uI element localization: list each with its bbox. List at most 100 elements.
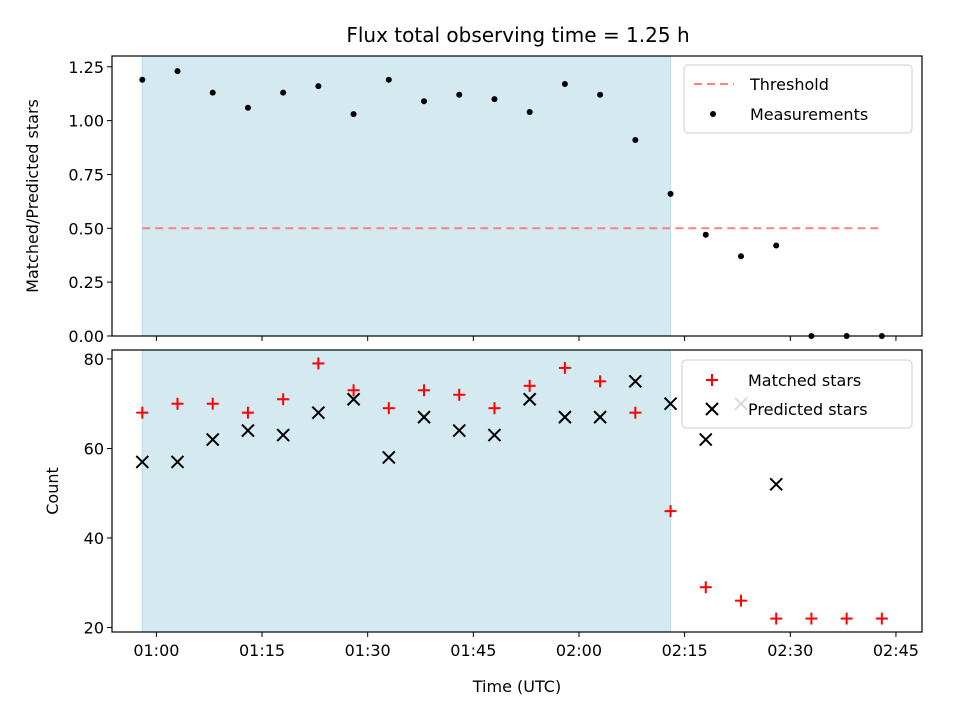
ratio-legend-box <box>683 64 913 134</box>
measurement-point <box>667 190 674 197</box>
measurement-point <box>737 253 744 260</box>
measurement-point <box>526 109 533 115</box>
count-legend-box <box>681 359 913 429</box>
count-legend: Matched stars Predicted stars <box>681 359 913 429</box>
y-tick-label: 80 <box>84 350 104 369</box>
chart-title: Flux total observing time = 1.25 h <box>346 23 689 47</box>
measurement-point <box>773 242 780 249</box>
observing-window-shade-bottom <box>141 349 672 633</box>
measurement-point <box>491 96 498 103</box>
measurement-point <box>174 68 181 75</box>
matched-star-point <box>312 357 325 370</box>
predicted-star-point <box>135 455 149 469</box>
matched-star-point <box>171 397 184 410</box>
y-tick-label: 0.50 <box>68 219 104 238</box>
y-tick-label: 0.75 <box>68 165 104 184</box>
predicted-star-point <box>417 410 431 424</box>
matched-star-point <box>558 361 571 374</box>
ratio-y-ticks: 0.00 0.25 0.50 0.75 1.00 1.25 <box>68 58 112 346</box>
matched-star-point <box>277 393 290 406</box>
ratio-panel-frame <box>111 55 923 337</box>
matched-star-point <box>629 406 642 419</box>
matched-star-point <box>734 594 747 607</box>
legend-measurements-swatch <box>710 111 716 117</box>
predicted-star-point <box>276 428 290 442</box>
count-x-ticks: 01:00 01:15 01:30 01:45 02:00 02:15 02:30 02:45 <box>133 632 919 660</box>
y-tick-label: 1.25 <box>68 58 104 77</box>
legend-plus-marker <box>706 374 718 386</box>
predicted-star-point <box>769 477 783 491</box>
count-y-ticks: 20 40 60 80 <box>84 350 112 638</box>
predicted-star-point <box>170 455 185 469</box>
x-tick-label: 01:00 <box>133 641 179 660</box>
matched-star-point <box>347 384 360 397</box>
x-tick-label: 01:15 <box>239 641 285 660</box>
legend-predicted-label: Predicted stars <box>748 400 868 419</box>
matched-star-point <box>805 612 818 625</box>
matched-star-point <box>664 505 677 518</box>
x-tick-label: 02:30 <box>767 641 813 660</box>
count-panel-frame <box>111 349 923 633</box>
predicted-star-point <box>558 410 572 424</box>
ratio-legend: Threshold Measurements <box>683 64 913 134</box>
measurement-point <box>385 76 392 83</box>
predicted-star-point <box>522 392 537 406</box>
predicted-star-point <box>699 432 713 447</box>
matched-star-point <box>418 384 431 397</box>
measurement-point <box>561 81 568 87</box>
predicted-star-point <box>452 423 466 438</box>
matched-star-point <box>699 581 712 594</box>
matched-star-point <box>840 612 853 625</box>
measurement-point <box>350 111 357 118</box>
predicted-star-point <box>487 428 502 442</box>
predicted-star-point <box>346 392 361 406</box>
matched-star-point <box>488 402 501 415</box>
measurement-point <box>456 91 463 98</box>
y-tick-label: 40 <box>84 529 104 548</box>
matched-star-point <box>206 397 219 410</box>
ratio-y-axis-label: Matched/Predicted stars <box>23 99 42 293</box>
ratio-panel: 0.00 0.25 0.50 0.75 1.00 1.25 Matched/Predict… <box>23 55 923 346</box>
y-tick-label: 0.00 <box>68 327 104 346</box>
measurement-point <box>244 104 251 111</box>
y-tick-label: 0.25 <box>68 273 104 292</box>
matched-star-point <box>594 375 607 388</box>
matched-star-point <box>241 406 254 419</box>
legend-matched-label: Matched stars <box>748 371 861 390</box>
predicted-star-point <box>593 410 607 424</box>
predicted-star-point <box>663 397 678 411</box>
x-axis-label: Time (UTC) <box>472 677 561 696</box>
legend-matched-swatch <box>706 374 718 386</box>
x-tick-label: 01:45 <box>450 641 496 660</box>
predicted-star-point <box>206 432 220 447</box>
y-tick-label: 60 <box>84 439 104 458</box>
measurement-point <box>421 98 428 105</box>
measurement-point <box>139 76 146 83</box>
predicted-star-point <box>628 374 643 389</box>
matched-stars-points <box>136 357 888 625</box>
matched-star-point <box>136 406 149 419</box>
matched-star-point <box>453 388 466 401</box>
legend-measurements-label: Measurements <box>750 105 868 124</box>
measurement-point <box>209 89 216 96</box>
y-tick-label: 1.00 <box>68 112 104 131</box>
measurement-point <box>702 231 709 238</box>
legend-threshold-label: Threshold <box>749 75 829 94</box>
matched-star-point <box>382 402 395 415</box>
x-tick-label: 02:15 <box>662 641 708 660</box>
predicted-star-point <box>311 405 326 420</box>
measurement-point <box>315 83 322 90</box>
x-tick-label: 02:00 <box>556 641 602 660</box>
legend-x-marker <box>705 402 719 416</box>
matched-star-point <box>875 612 888 625</box>
measurement-point <box>597 91 604 98</box>
count-y-axis-label: Count <box>43 467 62 515</box>
predicted-star-point <box>241 423 255 438</box>
predicted-star-point <box>382 450 396 465</box>
x-tick-label: 02:45 <box>873 641 919 660</box>
ratio-x-ticks <box>155 336 897 341</box>
x-tick-label: 01:30 <box>345 641 391 660</box>
measurement-point <box>280 89 287 96</box>
